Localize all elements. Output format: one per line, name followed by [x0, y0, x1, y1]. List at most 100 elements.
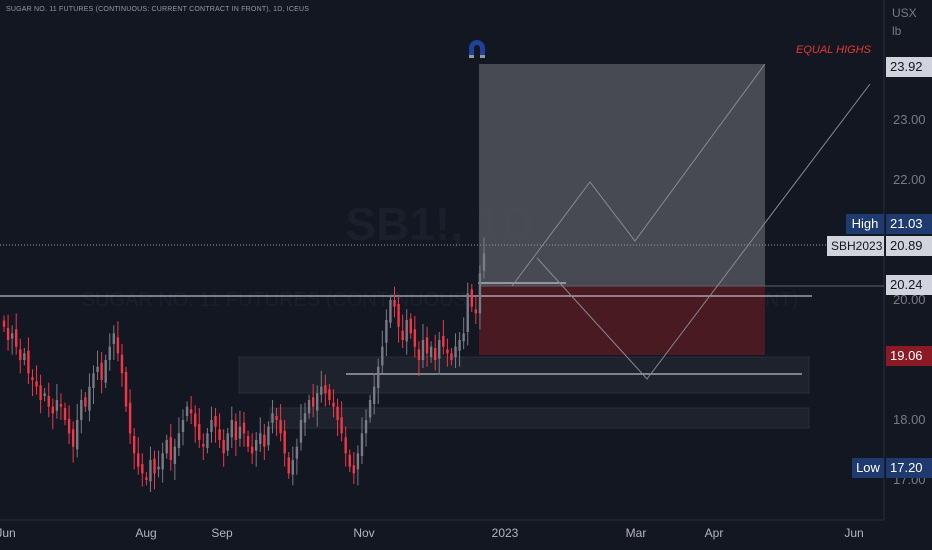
low-label-tag: Low [852, 458, 884, 478]
time-label: Apr [705, 526, 724, 540]
candle-body [299, 420, 303, 443]
target-price-tag: 23.92 [886, 57, 932, 77]
candle-body [446, 349, 449, 354]
candle-body [210, 420, 213, 432]
demand-zone-lower[interactable] [269, 407, 810, 429]
candle-body [161, 453, 164, 470]
magnet-icon[interactable] [466, 38, 488, 60]
candle-body [438, 340, 441, 359]
candle-body [364, 420, 368, 434]
candle-body [401, 330, 404, 340]
candle-body [344, 437, 347, 454]
candle-body [348, 454, 351, 467]
projection-path-primary[interactable] [511, 63, 766, 287]
candle-body [27, 350, 30, 374]
candle-body [59, 404, 63, 407]
candle-body [336, 406, 339, 420]
symbol-title: SUGAR NO. 11 FUTURES (CONTINUOUS: CURREN… [6, 6, 310, 13]
candle-body [92, 373, 95, 388]
candle-body [145, 477, 148, 480]
candle-body [165, 440, 168, 454]
demand-zone-upper[interactable] [238, 356, 810, 394]
candle-body [47, 396, 50, 407]
price-tick: 22.00 [893, 172, 926, 187]
profit-zone[interactable] [479, 64, 765, 286]
candle-body [104, 360, 107, 383]
candle-body [198, 424, 201, 440]
candle-body [10, 333, 14, 339]
candle-body [275, 416, 278, 420]
candle-body [80, 400, 83, 420]
candle-body [413, 329, 417, 347]
candle-body [458, 340, 461, 351]
candle-body [295, 446, 299, 459]
candle-body [250, 446, 254, 454]
price-unit-bottom: lb [892, 24, 902, 38]
candle-body [242, 422, 246, 434]
contract-value-tag: 20.89 [886, 236, 932, 256]
time-label: Jun [844, 526, 863, 540]
candle-body [389, 300, 392, 323]
candle-body [433, 348, 437, 360]
candle-body [470, 289, 473, 307]
candle-body [397, 304, 400, 327]
candle-body [246, 436, 250, 447]
low-value-tag: 17.20 [886, 458, 932, 478]
candle-body [19, 349, 22, 360]
candle-body [177, 433, 181, 448]
candle-body [263, 434, 266, 447]
candle-body [222, 440, 225, 454]
candle-body [303, 413, 307, 423]
candle-body [193, 413, 197, 427]
candle-body [35, 381, 38, 387]
candle-body [405, 320, 408, 342]
candle-body [417, 349, 421, 360]
candle-body [31, 377, 34, 380]
candle-body [368, 400, 372, 418]
candle-body [214, 416, 217, 427]
time-label: Aug [135, 526, 156, 540]
candle-body [39, 385, 42, 400]
candle-body [462, 333, 465, 342]
candle-body [421, 340, 425, 360]
projection-path-alternate[interactable] [536, 83, 871, 380]
candle-body [226, 433, 229, 451]
candle-body [76, 420, 79, 450]
candle-body [442, 336, 445, 347]
candle-body [63, 408, 67, 420]
time-label: 2023 [492, 526, 519, 540]
candle-body [67, 418, 71, 434]
candle-body [381, 346, 384, 366]
candle-body [283, 430, 286, 454]
candle-body [385, 320, 388, 343]
candles-group [2, 237, 486, 492]
candle-body [153, 458, 156, 474]
candle-body [100, 362, 103, 380]
candle-body [132, 436, 136, 454]
candle-body [71, 429, 75, 447]
candle-body [267, 426, 270, 446]
candle-body [429, 346, 433, 358]
candle-body [340, 417, 343, 434]
candle-body [328, 389, 331, 400]
high-label-tag: High [846, 214, 884, 234]
equal-highs-annotation[interactable]: EQUAL HIGHS [796, 44, 872, 56]
candle-body [409, 318, 412, 334]
stop-zone[interactable] [479, 286, 765, 355]
candle-body [206, 433, 209, 448]
candle-body [478, 273, 482, 314]
candle-body [181, 420, 185, 432]
candle-body [137, 453, 140, 467]
candle-body [356, 453, 360, 470]
candle-body [332, 402, 335, 407]
candle-body [169, 437, 172, 460]
candle-body [230, 420, 233, 438]
candle-body [259, 433, 262, 444]
candle-body [311, 397, 315, 407]
candle-body [218, 429, 221, 440]
candle-body [377, 366, 380, 388]
candle-body [84, 397, 87, 407]
candle-body [108, 346, 111, 360]
candle-body [238, 426, 242, 439]
